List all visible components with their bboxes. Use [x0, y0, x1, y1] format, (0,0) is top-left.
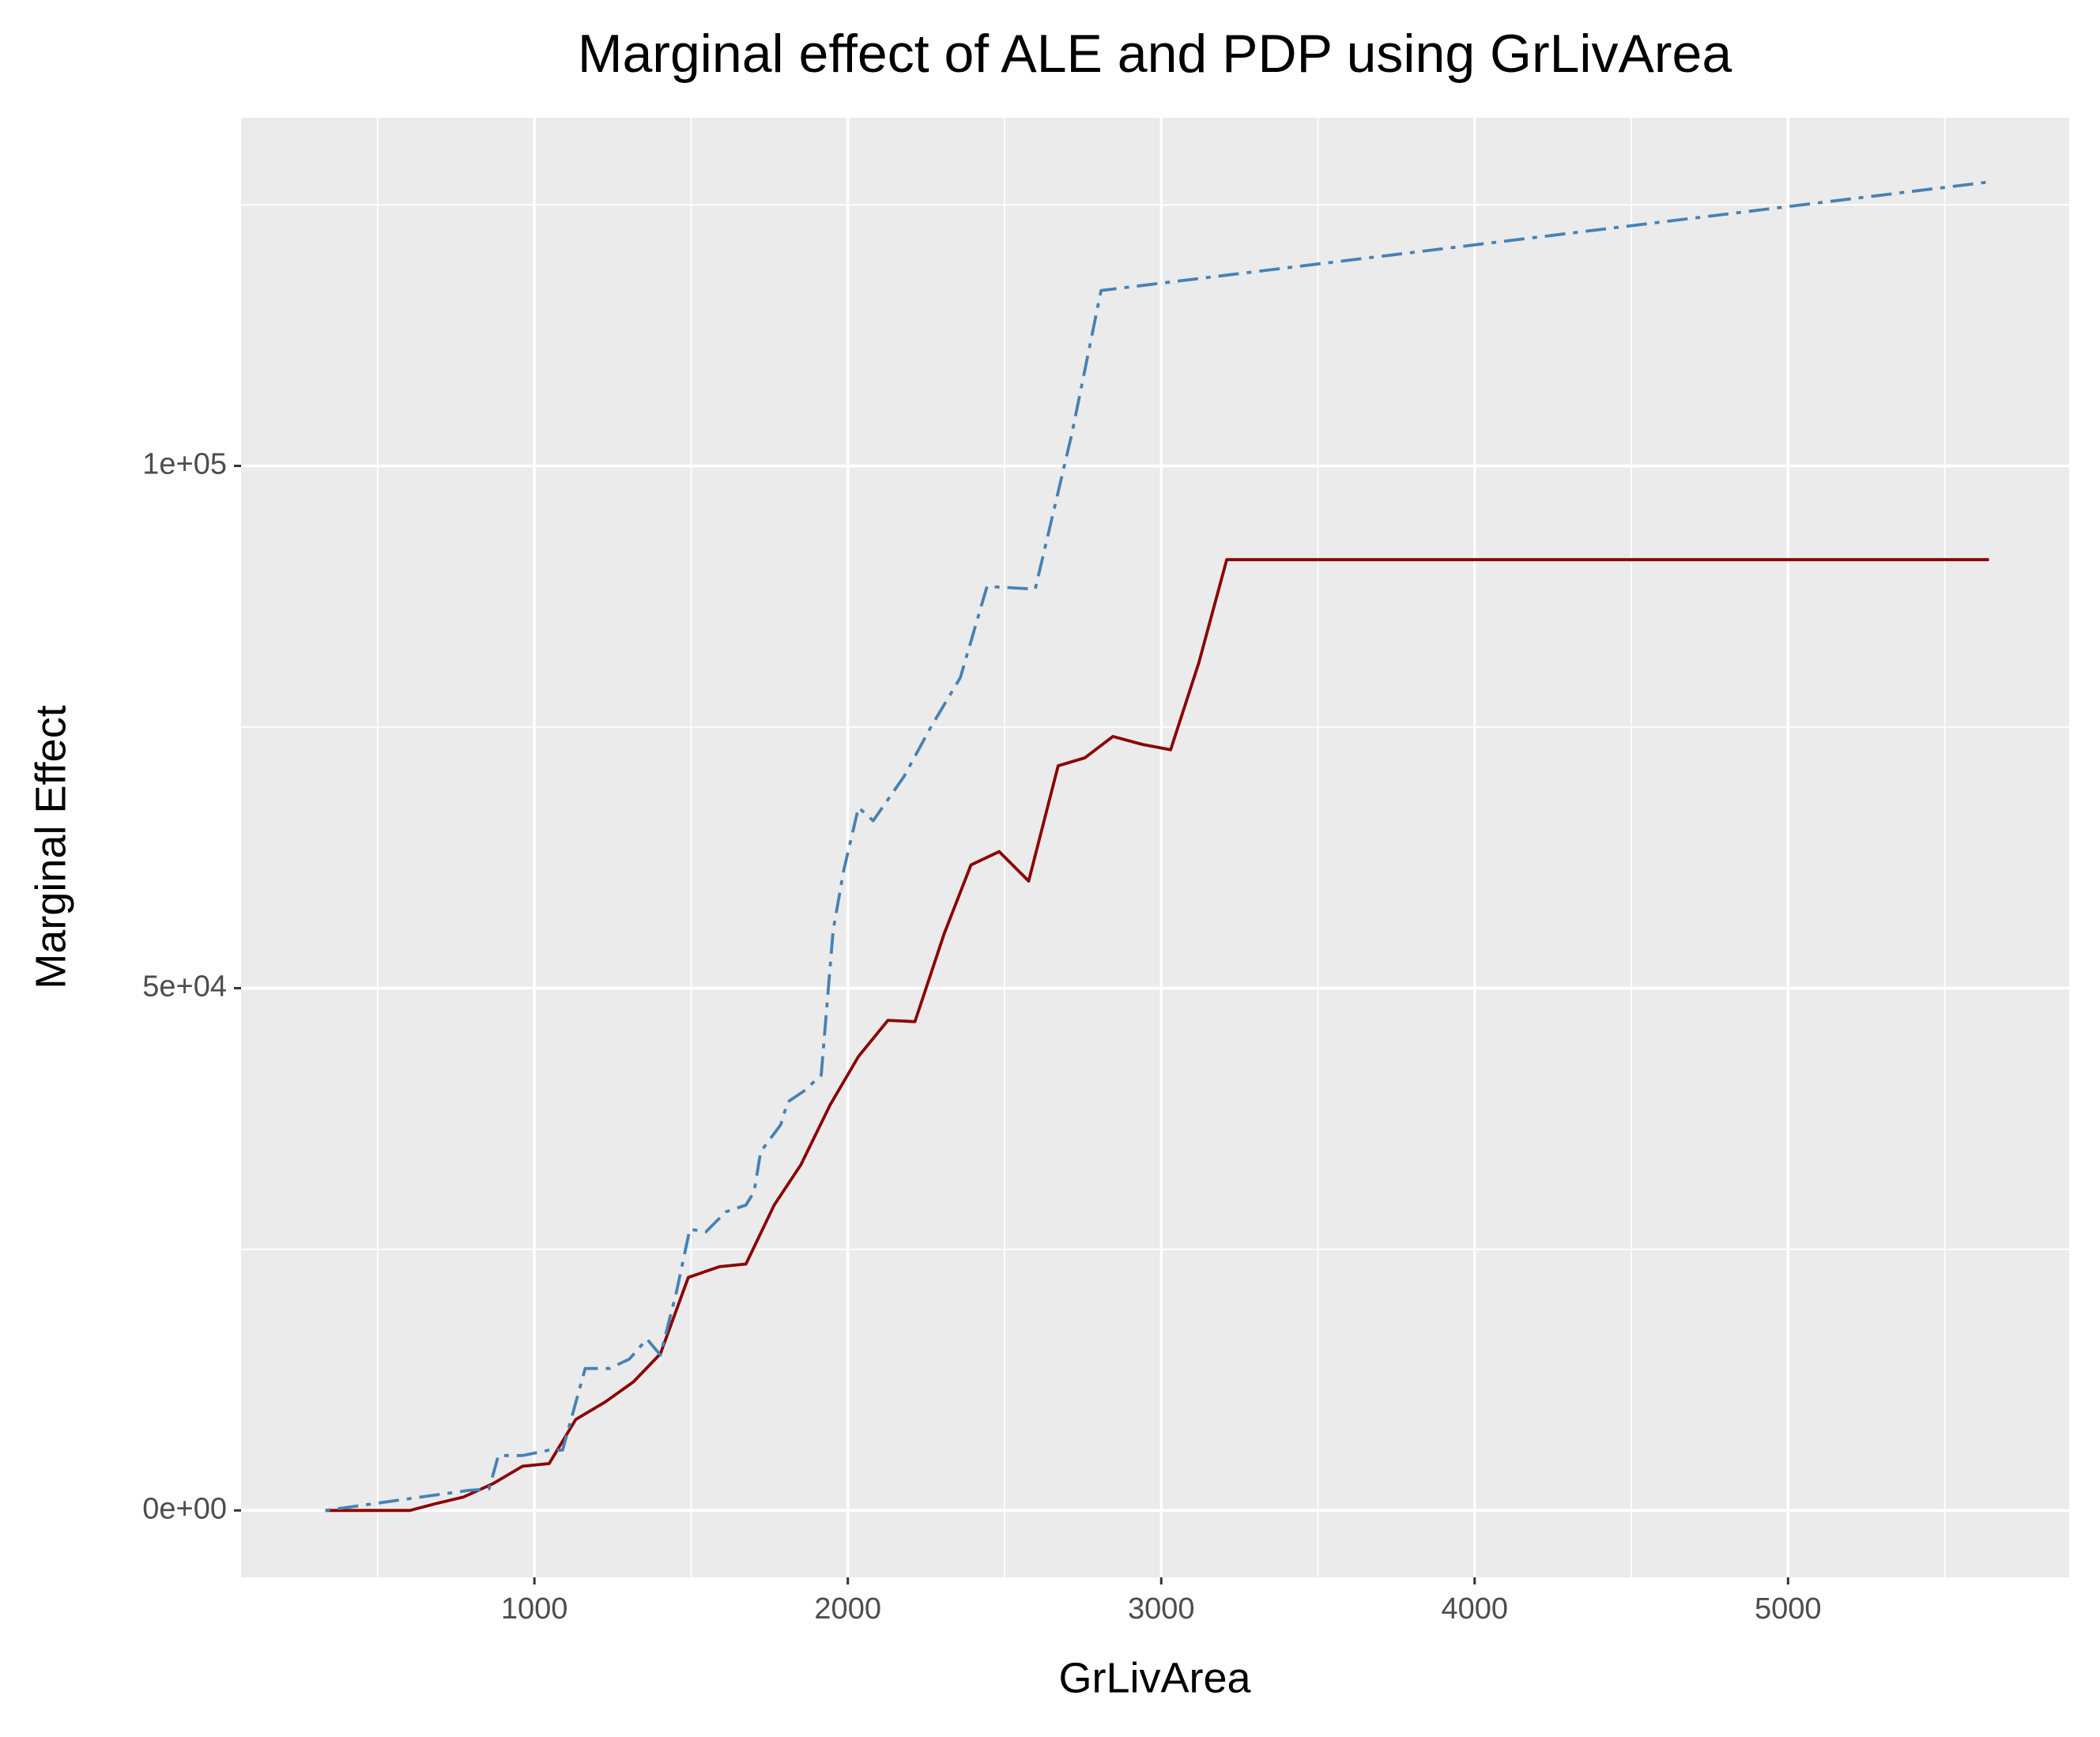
x-axis-label: GrLivArea: [1058, 1654, 1251, 1701]
y-tick-label: 1e+05: [142, 448, 227, 481]
x-tick-label: 3000: [1128, 1592, 1195, 1626]
y-tick-label: 0e+00: [142, 1492, 227, 1525]
series-line: [325, 180, 1989, 1513]
x-tick-label: 1000: [501, 1592, 568, 1626]
x-tick-label: 5000: [1755, 1592, 1822, 1626]
x-tick-label: 2000: [814, 1592, 881, 1626]
panel: [241, 118, 2069, 1577]
series-line: [325, 558, 1989, 1513]
lines: [325, 180, 1989, 1513]
y-tick-label: 5e+04: [142, 970, 227, 1003]
chart-title: Marginal effect of ALE and PDP using GrL…: [578, 24, 1732, 84]
x-tick-label: 4000: [1441, 1592, 1508, 1626]
grid: [241, 118, 2069, 1577]
y-axis-label: Marginal Effect: [27, 705, 74, 989]
